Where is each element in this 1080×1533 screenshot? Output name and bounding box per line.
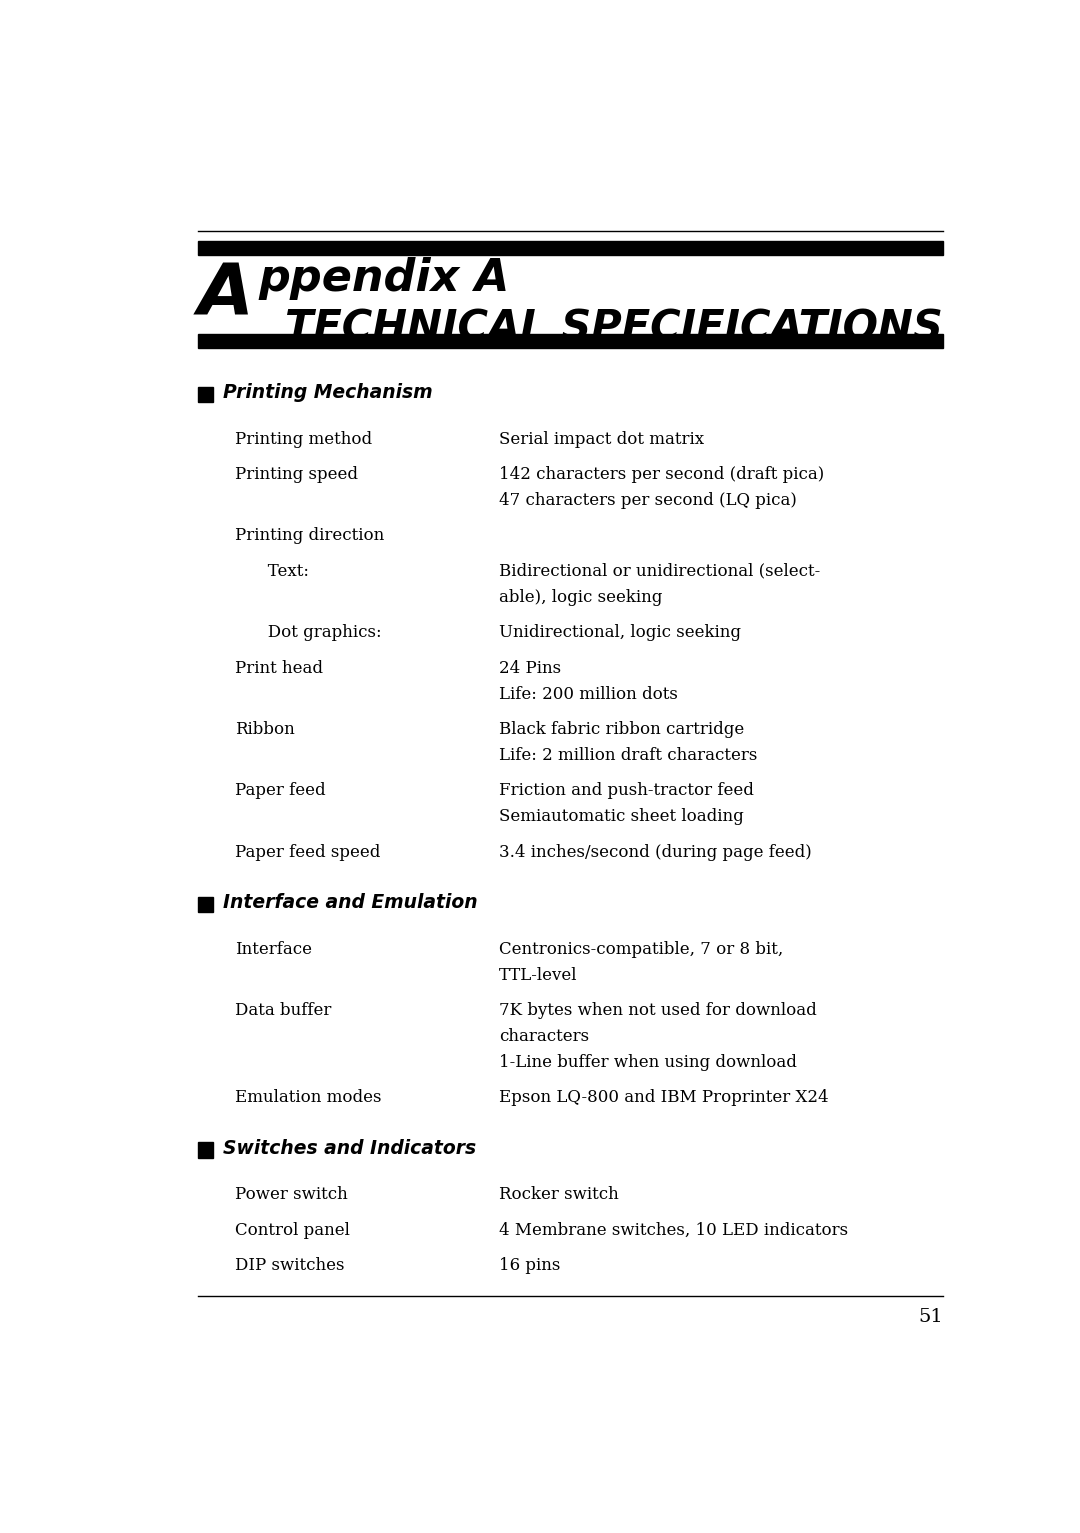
Text: Interface and Emulation: Interface and Emulation bbox=[222, 894, 477, 912]
Text: Unidirectional, logic seeking: Unidirectional, logic seeking bbox=[499, 624, 741, 641]
Text: TECHNICAL SPECIFICATIONS: TECHNICAL SPECIFICATIONS bbox=[285, 308, 943, 350]
Text: 142 characters per second (draft pica): 142 characters per second (draft pica) bbox=[499, 466, 824, 483]
Text: Control panel: Control panel bbox=[235, 1222, 350, 1239]
Text: Life: 2 million draft characters: Life: 2 million draft characters bbox=[499, 747, 757, 763]
Text: 4 Membrane switches, 10 LED indicators: 4 Membrane switches, 10 LED indicators bbox=[499, 1222, 848, 1239]
Bar bbox=[198, 1142, 213, 1157]
Text: Bidirectional or unidirectional (select-: Bidirectional or unidirectional (select- bbox=[499, 563, 821, 579]
Text: Text:: Text: bbox=[253, 563, 309, 579]
Text: A: A bbox=[198, 261, 254, 330]
Bar bbox=[198, 897, 213, 912]
Text: 7K bytes when not used for download: 7K bytes when not used for download bbox=[499, 1003, 816, 1019]
Text: DIP switches: DIP switches bbox=[235, 1257, 345, 1274]
Text: Emulation modes: Emulation modes bbox=[235, 1090, 382, 1107]
Text: characters: characters bbox=[499, 1029, 590, 1046]
Text: Centronics-compatible, 7 or 8 bit,: Centronics-compatible, 7 or 8 bit, bbox=[499, 941, 783, 958]
Text: Paper feed speed: Paper feed speed bbox=[235, 843, 381, 862]
Text: Print head: Print head bbox=[235, 659, 323, 676]
Text: Printing direction: Printing direction bbox=[235, 527, 384, 544]
Text: Interface: Interface bbox=[235, 941, 312, 958]
Text: Ribbon: Ribbon bbox=[235, 721, 295, 737]
Text: Data buffer: Data buffer bbox=[235, 1003, 332, 1019]
Text: Life: 200 million dots: Life: 200 million dots bbox=[499, 685, 678, 702]
Text: 3.4 inches/second (during page feed): 3.4 inches/second (during page feed) bbox=[499, 843, 812, 862]
Text: Power switch: Power switch bbox=[235, 1187, 348, 1203]
Bar bbox=[198, 386, 213, 402]
Text: 24 Pins: 24 Pins bbox=[499, 659, 562, 676]
Text: Printing method: Printing method bbox=[235, 431, 373, 448]
Text: Printing speed: Printing speed bbox=[235, 466, 359, 483]
Text: ppendix A: ppendix A bbox=[259, 258, 510, 300]
Bar bbox=[198, 334, 943, 348]
Text: Friction and push-tractor feed: Friction and push-tractor feed bbox=[499, 782, 754, 799]
Text: Rocker switch: Rocker switch bbox=[499, 1187, 619, 1203]
Text: 47 characters per second (LQ pica): 47 characters per second (LQ pica) bbox=[499, 492, 797, 509]
Bar bbox=[198, 241, 943, 254]
Text: 51: 51 bbox=[918, 1308, 943, 1326]
Text: Switches and Indicators: Switches and Indicators bbox=[222, 1139, 476, 1157]
Text: able), logic seeking: able), logic seeking bbox=[499, 589, 662, 606]
Text: Epson LQ-800 and IBM Proprinter X24: Epson LQ-800 and IBM Proprinter X24 bbox=[499, 1090, 828, 1107]
Text: Printing Mechanism: Printing Mechanism bbox=[222, 383, 432, 403]
Text: Semiautomatic sheet loading: Semiautomatic sheet loading bbox=[499, 808, 744, 825]
Text: 16 pins: 16 pins bbox=[499, 1257, 561, 1274]
Text: Black fabric ribbon cartridge: Black fabric ribbon cartridge bbox=[499, 721, 744, 737]
Text: 1-Line buffer when using download: 1-Line buffer when using download bbox=[499, 1053, 797, 1072]
Text: Serial impact dot matrix: Serial impact dot matrix bbox=[499, 431, 704, 448]
Text: Paper feed: Paper feed bbox=[235, 782, 326, 799]
Text: Dot graphics:: Dot graphics: bbox=[253, 624, 382, 641]
Text: TTL-level: TTL-level bbox=[499, 967, 578, 984]
